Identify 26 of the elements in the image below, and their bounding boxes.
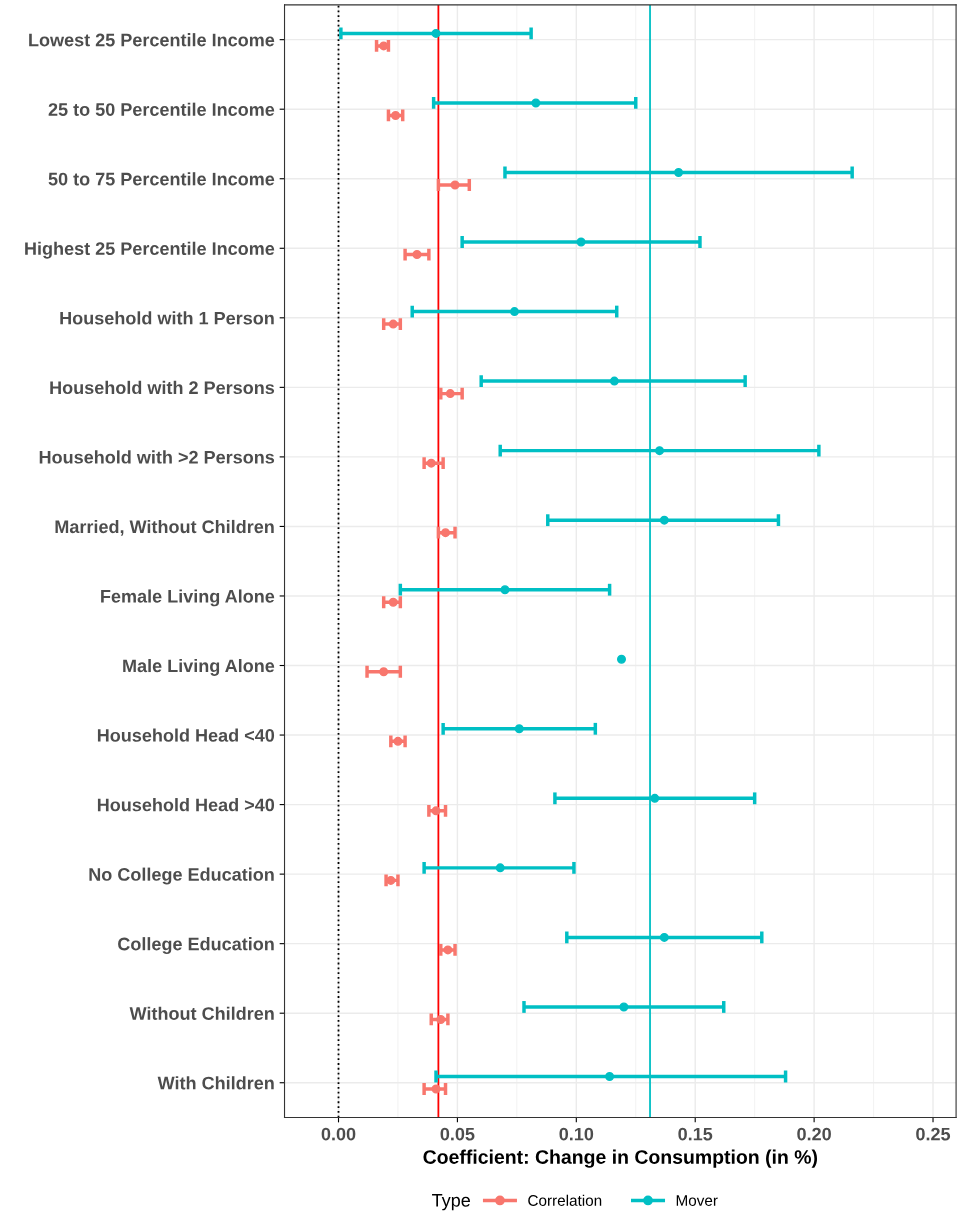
x-tick-label: 0.05 <box>440 1127 475 1141</box>
y-tick-label: College Education <box>118 937 274 955</box>
x-tick-label: 0.10 <box>559 1127 594 1141</box>
y-tick-label: 50 to 75 Percentile Income <box>48 172 275 186</box>
y-tick-label: 25 to 50 Percentile Income <box>48 102 275 116</box>
y-tick-label: Married, Without Children <box>55 519 274 536</box>
y-tick-label: Household with >2 Persons <box>39 450 275 464</box>
y-tick-label: Lowest 25 Percentile Income <box>29 33 275 47</box>
y-tick-label: Household with 1 Person <box>60 311 274 325</box>
y-tick-label: Highest 25 Percentile Income <box>25 241 275 259</box>
x-axis-title: Coefficient: Change in Consumption (in %) <box>423 1149 818 1168</box>
y-tick-label: Female Living Alone <box>101 589 275 607</box>
y-tick-label: No College Education <box>89 867 274 885</box>
y-tick-label: Household with 2 Persons <box>50 380 275 395</box>
y-tick-label: With Children <box>157 1076 274 1090</box>
legend-label: Correlation <box>528 1194 602 1206</box>
x-tick-label: 0.20 <box>797 1127 831 1141</box>
y-tick-label: Household Head <40 <box>97 728 275 742</box>
x-tick-label: 0.15 <box>678 1127 713 1141</box>
x-tick-label: 0.25 <box>916 1127 951 1141</box>
y-tick-label: Household Head >40 <box>97 798 275 812</box>
y-tick-label: Without Children <box>129 1006 274 1020</box>
y-tick-label: Male Living Alone <box>123 658 275 676</box>
legend-label: Mover <box>676 1195 718 1206</box>
x-tick-label: 0.00 <box>321 1127 356 1141</box>
legend-title: Type <box>432 1194 470 1211</box>
